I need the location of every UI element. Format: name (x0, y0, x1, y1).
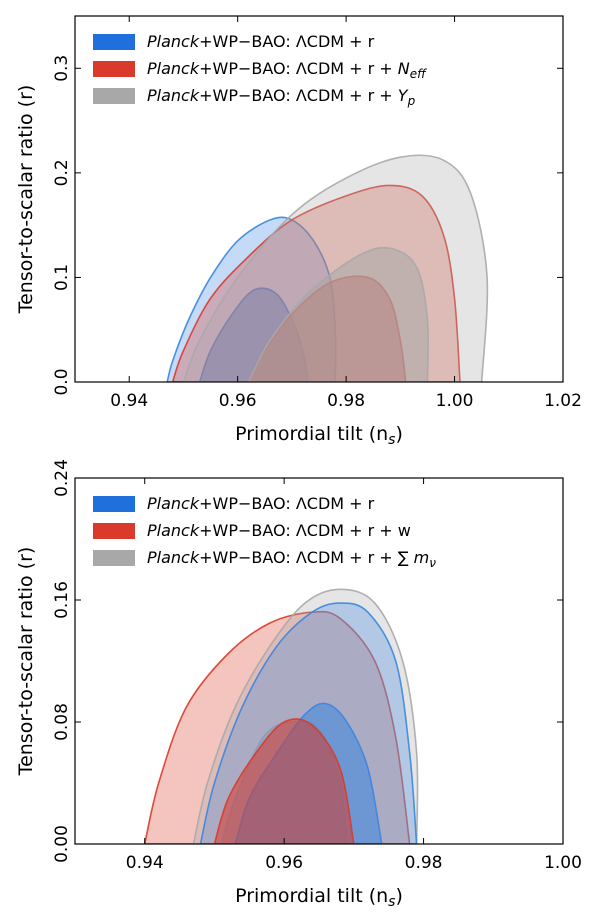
x-tick-label: 1.02 (544, 391, 582, 411)
top-y-axis-label: Tensor-to-scalar ratio (r) (15, 85, 37, 315)
x-tick-label: 0.98 (405, 853, 443, 873)
y-tick-label: 0.0 (52, 368, 72, 395)
x-tick-label: 1.00 (544, 853, 582, 873)
x-tick-label: 0.94 (126, 853, 164, 873)
legend-label: Planck+WP−BAO: ΛCDM + r + ∑ mν (147, 548, 436, 570)
x-tick-label: 1.00 (436, 391, 474, 411)
x-tick-label: 0.96 (219, 391, 257, 411)
legend-label: Planck+WP−BAO: ΛCDM + r + w (147, 521, 411, 540)
bottom-legend: Planck+WP−BAO: ΛCDM + r Planck+WP−BAO: ΛC… (93, 494, 436, 570)
y-tick-label: 0.24 (52, 459, 72, 497)
top-x-ticks: 0.94 0.96 0.98 1.00 1.02 (110, 16, 582, 411)
legend-swatch (93, 88, 135, 104)
legend-label: Planck+WP−BAO: ΛCDM + r + Neff (147, 59, 427, 81)
contour--cdm-r-yp-68 (247, 246, 430, 382)
top-x-axis-label: Primordial tilt (ns) (235, 423, 403, 448)
y-tick-label: 0.08 (52, 703, 72, 741)
x-tick-label: 0.98 (327, 391, 365, 411)
legend-label: Planck+WP−BAO: ΛCDM + r + Yp (147, 86, 416, 108)
top-panel: 0.94 0.96 0.98 1.00 1.02 0.0 0.1 0.2 0.3 Planck… (15, 15, 582, 448)
legend-label: Planck+WP−BAO: ΛCDM + r (147, 494, 375, 513)
top-contours (166, 154, 489, 382)
bottom-y-axis-label: Tensor-to-scalar ratio (r) (15, 547, 37, 777)
y-tick-label: 0.00 (52, 825, 72, 863)
legend-swatch (93, 496, 135, 512)
legend-swatch (93, 34, 135, 50)
top-legend: Planck+WP−BAO: ΛCDM + r Planck+WP−BAO: ΛC… (93, 32, 427, 108)
bottom-axes-frame (74, 477, 564, 845)
legend-swatch (93, 61, 135, 77)
y-tick-label: 0.1 (52, 264, 72, 291)
y-tick-label: 0.3 (52, 55, 72, 82)
legend-swatch (93, 550, 135, 566)
top-y-ticks: 0.0 0.1 0.2 0.3 (52, 55, 563, 396)
x-tick-label: 0.96 (265, 853, 303, 873)
legend-label: Planck+WP−BAO: ΛCDM + r (147, 32, 375, 51)
y-tick-label: 0.16 (52, 581, 72, 619)
legend-swatch (93, 523, 135, 539)
bottom-panel: 0.94 0.96 0.98 1.00 0.00 0.08 0.16 0.24 Planck… (15, 459, 582, 910)
bottom-contours (143, 588, 419, 844)
bottom-x-axis-label: Primordial tilt (ns) (235, 885, 403, 910)
contour--cdm-r-w-68 (213, 718, 355, 844)
bottom-x-ticks: 0.94 0.96 0.98 1.00 (126, 478, 582, 873)
x-tick-label: 0.94 (110, 391, 148, 411)
y-tick-label: 0.2 (52, 159, 72, 186)
bottom-y-ticks: 0.00 0.08 0.16 0.24 (52, 459, 563, 863)
top-axes-frame (74, 15, 564, 383)
